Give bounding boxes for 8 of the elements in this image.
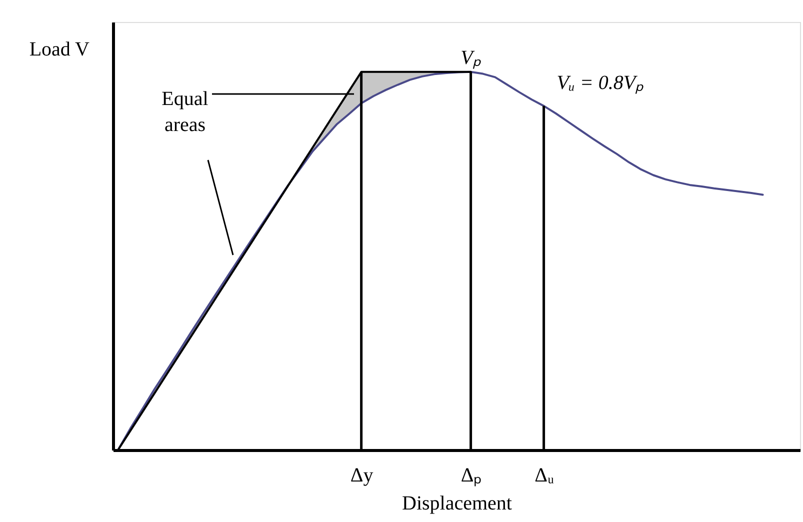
annotation: Vᵤ = 0.8Vₚ <box>556 72 645 94</box>
annotation: Vₚ <box>460 46 482 69</box>
x-axis-title: Displacement <box>402 492 512 514</box>
x-tick-label: Δₚ <box>460 464 482 486</box>
annotation: Equal areas <box>162 88 209 136</box>
x-tick-label: Δᵤ <box>534 464 554 486</box>
x-tick-label: Δy <box>350 464 374 486</box>
y-axis-title: Load V <box>29 38 90 60</box>
